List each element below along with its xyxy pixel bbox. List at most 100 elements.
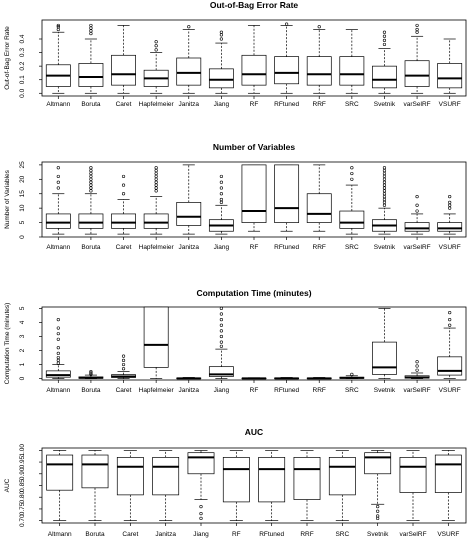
- outlier-point: [56, 166, 60, 170]
- iqr-box: [437, 356, 463, 376]
- category-label: Janitza: [178, 244, 199, 251]
- box-boruta: Boruta: [81, 449, 109, 538]
- panel-4: AUC AUC 0.700.750.800.850.900.951.00 Altman…: [4, 427, 467, 538]
- outlier-point: [219, 344, 223, 348]
- outlier-point: [89, 29, 93, 33]
- outlier-point: [89, 177, 93, 181]
- box-rftuned: RFtuned: [274, 164, 299, 251]
- y-axis-label: Out-of-Bag Error Rate: [4, 26, 11, 90]
- outlier-point: [376, 504, 380, 509]
- outlier-point: [382, 38, 387, 42]
- outlier-point: [89, 369, 93, 374]
- iqr-box: [143, 306, 169, 368]
- y-tick-label: 5: [19, 306, 26, 310]
- y-tick-label: 0.1: [19, 75, 26, 84]
- iqr-box: [399, 457, 427, 493]
- box-src: SRC: [339, 372, 365, 394]
- panel-title: AUC: [245, 427, 263, 437]
- iqr-box: [81, 454, 109, 489]
- iqr-box: [258, 457, 286, 503]
- y-tick-label: 0.95: [19, 455, 26, 468]
- category-label: varSelRF: [404, 244, 431, 251]
- outlier-point: [89, 189, 93, 193]
- category-label: VSURF: [439, 244, 461, 251]
- box-rrf: RRF: [306, 25, 332, 108]
- iqr-box: [434, 454, 462, 493]
- iqr-box: [208, 366, 234, 377]
- outlier-point: [219, 334, 223, 339]
- iqr-box: [241, 54, 267, 86]
- outlier-point: [219, 192, 223, 196]
- box-rftuned: RFtuned: [258, 449, 286, 538]
- box-caret: Caret: [116, 449, 144, 538]
- outlier-point: [154, 169, 158, 173]
- outlier-point: [121, 367, 126, 371]
- category-label: Boruta: [81, 101, 101, 108]
- iqr-box: [328, 457, 356, 496]
- outlier-point: [415, 203, 419, 207]
- outlier-point: [199, 504, 203, 509]
- outlier-point: [56, 332, 60, 336]
- outlier-point: [350, 372, 354, 376]
- iqr-box: [116, 457, 144, 496]
- category-label: Hapfelmeier: [139, 244, 175, 251]
- y-tick-label: 5: [19, 220, 26, 224]
- iqr-box: [208, 68, 234, 89]
- category-label: varSelRF: [399, 531, 426, 538]
- box-svetnik: Svetnik: [372, 308, 397, 394]
- outlier-point: [121, 362, 126, 367]
- box-src: SRC: [339, 29, 365, 108]
- outlier-point: [317, 25, 321, 29]
- box-svetnik: Svetnik: [364, 449, 392, 538]
- box-hapfelmeier: Hapfelmeier: [139, 166, 175, 251]
- outlier-point: [219, 323, 223, 327]
- box-jiang: Jiang: [208, 306, 234, 394]
- outlier-point: [219, 37, 223, 41]
- category-label: varSelRF: [404, 101, 431, 108]
- y-tick-label: 1: [19, 362, 26, 366]
- iqr-box: [306, 193, 332, 223]
- outlier-point: [89, 183, 93, 187]
- iqr-box: [364, 452, 392, 475]
- outlier-point: [448, 206, 452, 210]
- box-jiang: Jiang: [208, 30, 234, 108]
- box-caret: Caret: [111, 354, 136, 394]
- box-altmann: Altmann: [45, 166, 71, 251]
- box-altmann: Altmann: [46, 449, 74, 538]
- category-label: VSURF: [439, 387, 461, 394]
- outlier-point: [199, 512, 203, 516]
- box-janitza: Janitza: [176, 164, 202, 251]
- outlier-point: [415, 360, 419, 364]
- y-axis-label: AUC: [4, 478, 11, 492]
- box-varselrf: varSelRF: [399, 449, 427, 538]
- outlier-point: [56, 351, 60, 355]
- category-label: Janitza: [155, 531, 176, 538]
- category-label: RF: [250, 244, 259, 251]
- category-label: Hapfelmeier: [139, 387, 175, 394]
- outlier-point: [448, 323, 452, 327]
- category-label: SRC: [345, 387, 359, 394]
- outlier-point: [154, 180, 158, 184]
- iqr-box: [187, 452, 215, 475]
- outlier-point: [121, 192, 126, 196]
- category-label: Boruta: [81, 244, 101, 251]
- outlier-point: [382, 177, 387, 181]
- outlier-point: [415, 209, 419, 213]
- outlier-point: [448, 318, 452, 322]
- category-label: Caret: [116, 244, 132, 251]
- box-rf: RF: [241, 164, 267, 251]
- category-label: Boruta: [81, 387, 101, 394]
- box-rrf: RRF: [306, 164, 332, 251]
- category-label: Svetnik: [374, 387, 396, 394]
- outlier-point: [382, 171, 387, 176]
- outlier-point: [448, 203, 452, 207]
- y-tick-label: 1.00: [19, 444, 26, 457]
- box-svetnik: Svetnik: [372, 166, 397, 251]
- outlier-point: [219, 174, 223, 179]
- y-tick-label: 0.3: [19, 48, 26, 57]
- y-tick-label: 0: [19, 376, 26, 380]
- outlier-point: [382, 192, 387, 196]
- category-label: Jiang: [193, 531, 209, 538]
- iqr-box: [437, 63, 463, 89]
- outlier-point: [350, 166, 354, 170]
